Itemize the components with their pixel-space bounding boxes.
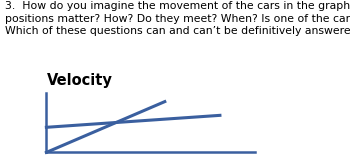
Text: Velocity: Velocity [47, 73, 113, 88]
Text: 3.  How do you imagine the movement of the cars in the graph below? Do the initi: 3. How do you imagine the movement of th… [5, 1, 350, 36]
